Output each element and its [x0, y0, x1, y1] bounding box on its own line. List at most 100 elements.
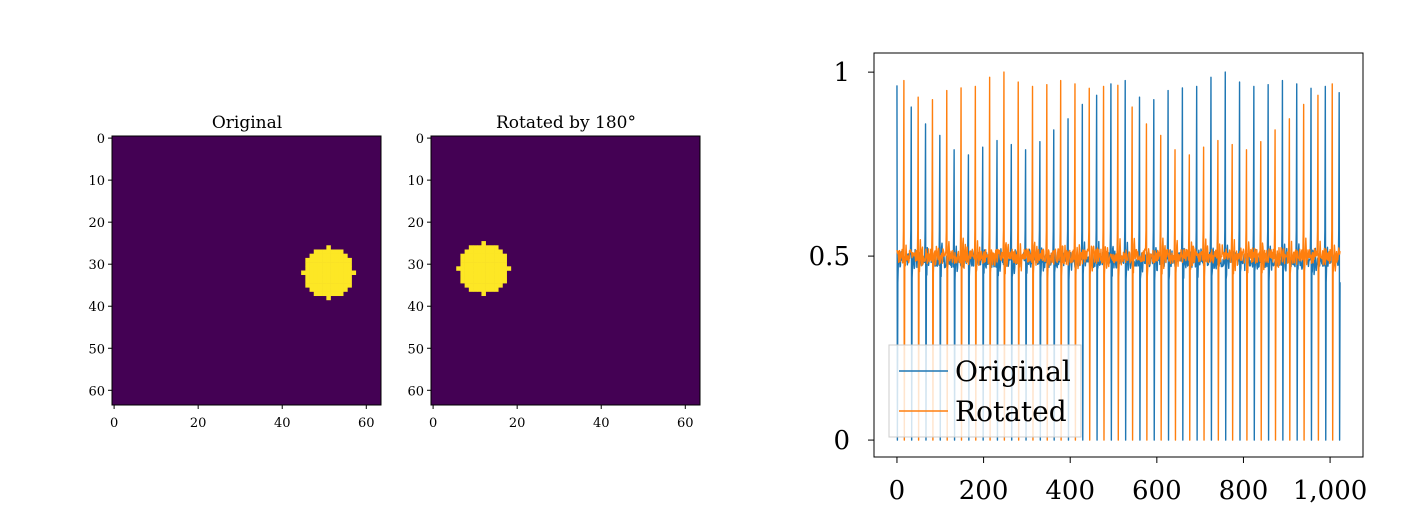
heatmap-pixel — [338, 270, 344, 276]
heatmap-pixel — [347, 262, 352, 267]
heatmap-pixel — [464, 274, 470, 280]
heatmap-pixel — [473, 274, 478, 280]
heatmap-pixel — [502, 270, 507, 276]
heatmap-rotated: Rotated by 180° 0 20 40 60 0 10 20 30 40 50 60 — [407, 113, 701, 431]
heatmap-pixel — [334, 257, 340, 263]
heatmap-pixel — [494, 274, 499, 280]
heatmap-pixel — [326, 266, 331, 271]
heatmap-pixel — [305, 262, 310, 267]
heatmap-pixel — [489, 287, 495, 292]
heatmap-pixel — [477, 287, 482, 292]
heatmap-pixel — [313, 291, 319, 297]
heatmap-pixel — [498, 253, 503, 259]
x-tick-label: 400 — [1045, 476, 1095, 506]
heatmap-pixel — [330, 262, 336, 267]
legend-label: Original — [955, 355, 1071, 388]
line-plot: 0 200 400 600 800 1,000 0 0.5 1 Original Rotated — [809, 52, 1367, 506]
heatmap-pixel — [460, 253, 465, 259]
heatmap-pixel — [489, 266, 495, 271]
heatmap-pixel — [502, 253, 507, 259]
heatmap-pixel — [489, 262, 495, 267]
heatmap-pixel — [460, 266, 465, 271]
heatmap-pixel — [473, 270, 478, 276]
heatmap-pixel — [305, 274, 310, 280]
heatmap-pixel — [322, 278, 327, 284]
heatmap-pixel — [326, 295, 331, 301]
heatmap-pixel — [317, 287, 323, 292]
y-tick-label: 0.5 — [809, 242, 850, 272]
axes-frame — [111, 135, 382, 406]
heatmap-pixel — [313, 249, 319, 254]
heatmap-pixel — [473, 253, 478, 259]
heatmap-pixel — [322, 270, 327, 276]
heatmap-pixel — [343, 253, 348, 259]
heatmap-pixel — [322, 283, 327, 288]
heatmap-pixel — [338, 291, 344, 297]
heatmap-pixel — [313, 274, 319, 280]
heatmap-pixel — [347, 274, 352, 280]
heatmap-pixel — [334, 283, 340, 288]
series-line-rotated — [896, 71, 1341, 441]
heatmap-pixel — [485, 262, 491, 267]
heatmap-pixel — [494, 257, 499, 263]
y-tick-label: 10 — [407, 174, 424, 189]
heatmap-pixel — [343, 270, 348, 276]
heatmap-pixel — [456, 266, 461, 271]
heatmap-pixel — [313, 283, 319, 288]
heatmap-pixel — [309, 262, 315, 267]
x-tick-label: 200 — [959, 476, 1009, 506]
heatmap-pixel — [322, 291, 327, 297]
heatmap-pixel — [317, 283, 323, 288]
heatmap-pixel — [305, 266, 310, 271]
heatmap-pixel — [502, 278, 507, 284]
heatmap-pixel — [473, 266, 478, 271]
heatmap-pixel — [485, 249, 491, 254]
heatmap-pixel — [494, 283, 499, 288]
heatmap-pixel — [477, 245, 482, 250]
heatmap-pixel — [301, 270, 306, 276]
legend-box — [888, 344, 1082, 438]
heatmap-pixel — [498, 249, 503, 254]
y-tick-label: 20 — [407, 216, 424, 231]
heatmap-pixel — [468, 274, 474, 280]
heatmap-pixel — [494, 287, 499, 292]
y-tick-label: 30 — [407, 258, 424, 273]
y-tick-label: 60 — [88, 384, 105, 399]
heatmap-pixel — [313, 270, 319, 276]
heatmap-pixel — [330, 287, 336, 292]
heatmap-pixel — [477, 257, 482, 263]
heatmap-pixel — [343, 283, 348, 288]
heatmap-pixel — [489, 257, 495, 263]
heatmap-pixel — [338, 278, 344, 284]
x-tick-label: 0 — [110, 416, 118, 431]
heatmap-pixel — [330, 270, 336, 276]
heatmap-pixel — [334, 253, 340, 259]
legend-label: Rotated — [955, 395, 1067, 428]
heatmap-pixel — [343, 274, 348, 280]
heatmap-pixel — [317, 253, 323, 259]
y-tick-label: 10 — [88, 174, 105, 189]
heatmap-pixel — [485, 287, 491, 292]
heatmap-pixel — [473, 245, 478, 250]
heatmap-pixel — [494, 262, 499, 267]
heatmap-pixel — [351, 270, 357, 276]
heatmap-pixel — [460, 257, 465, 263]
heatmap-pixel — [498, 257, 503, 263]
heatmap-pixel — [326, 253, 331, 259]
heatmap-pixel — [313, 253, 319, 259]
heatmap-pixel — [334, 249, 340, 254]
x-tick-label: 40 — [274, 416, 291, 431]
heatmap-pixel — [334, 274, 340, 280]
heatmap-pixel — [498, 262, 503, 267]
heatmap-pixel — [485, 270, 491, 276]
heatmap-pixel — [313, 278, 319, 284]
heatmap-pixel — [485, 257, 491, 263]
heatmap-pixel — [477, 249, 482, 254]
heatmap-pixel — [477, 283, 482, 288]
heatmap-pixel — [464, 278, 470, 284]
heatmap-pixel — [485, 283, 491, 288]
heatmap-pixel — [326, 287, 331, 292]
heatmap-pixel — [330, 253, 336, 259]
heatmap-pixel — [468, 257, 474, 263]
heatmap-pixel — [489, 245, 495, 250]
